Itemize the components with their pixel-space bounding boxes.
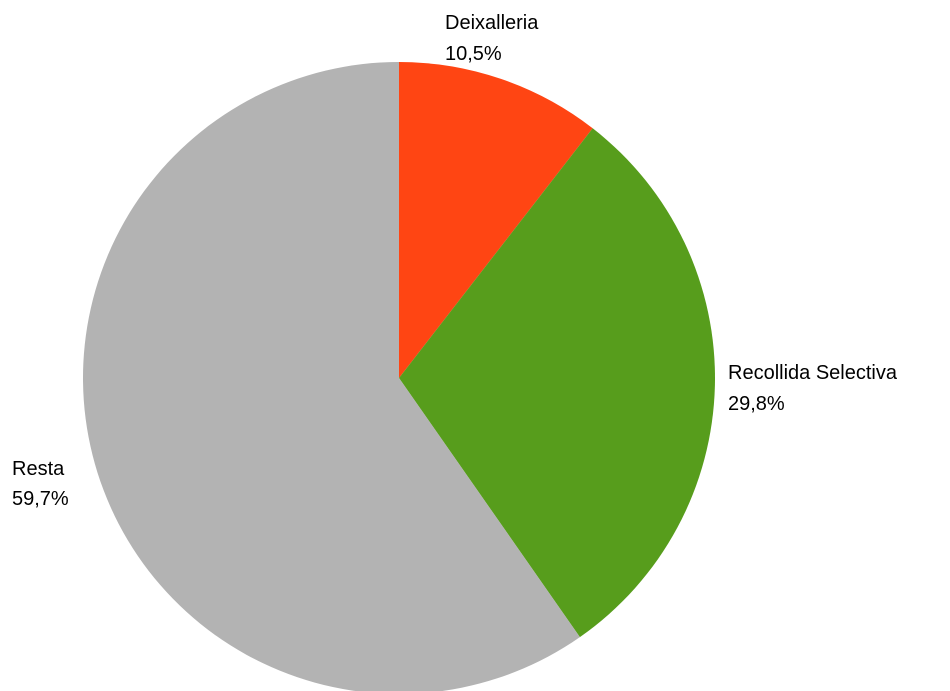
slice-label-recollida-selectiva: Recollida Selectiva bbox=[728, 362, 898, 384]
pie-slice-resta bbox=[82, 62, 580, 691]
pie-slice-deixalleria bbox=[399, 62, 593, 378]
slice-value-deixalleria: 10,5% bbox=[445, 43, 502, 65]
pie-slices bbox=[82, 62, 715, 691]
slice-label-resta: Resta bbox=[12, 458, 65, 480]
slice-value-recollida-selectiva: 29,8% bbox=[728, 393, 785, 415]
pie-slice-recollida-selectiva bbox=[399, 128, 715, 638]
slice-value-resta: 59,7% bbox=[12, 488, 69, 510]
slice-label-deixalleria: Deixalleria bbox=[445, 12, 539, 34]
